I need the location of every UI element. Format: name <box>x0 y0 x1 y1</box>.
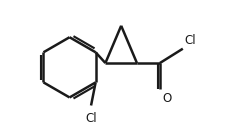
Text: Cl: Cl <box>183 34 195 47</box>
Text: Cl: Cl <box>85 112 96 125</box>
Text: O: O <box>161 92 170 105</box>
